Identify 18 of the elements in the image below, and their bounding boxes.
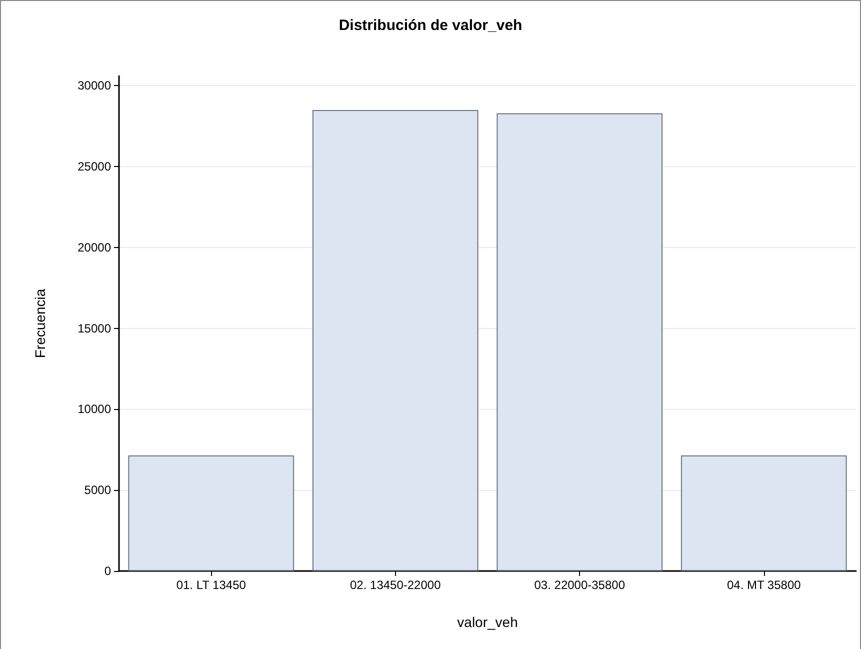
y-tick-label: 5000 [84,483,112,498]
y-tick-label: 0 [104,564,112,578]
x-axis-title: valor_veh [457,614,518,630]
x-tick-label: 04. MT 35800 [726,578,802,592]
y-tick-label: 30000 [78,78,112,93]
x-tick-label: 01. LT 13450 [176,578,246,592]
y-tick-label: 20000 [78,240,112,254]
y-tick-label: 25000 [78,160,112,174]
y-tick-label: 15000 [78,321,112,336]
bar [496,113,663,571]
x-tick-label: 02. 13450-22000 [350,578,442,592]
x-tick-label: 03. 22000-35800 [534,578,626,592]
y-tick-label: 10000 [78,402,112,416]
chart-title: Distribución de valor_veh [338,17,522,34]
bar [680,455,847,571]
bar [128,455,294,571]
bar [312,110,478,571]
y-axis-title: Frecuencia [32,288,48,358]
